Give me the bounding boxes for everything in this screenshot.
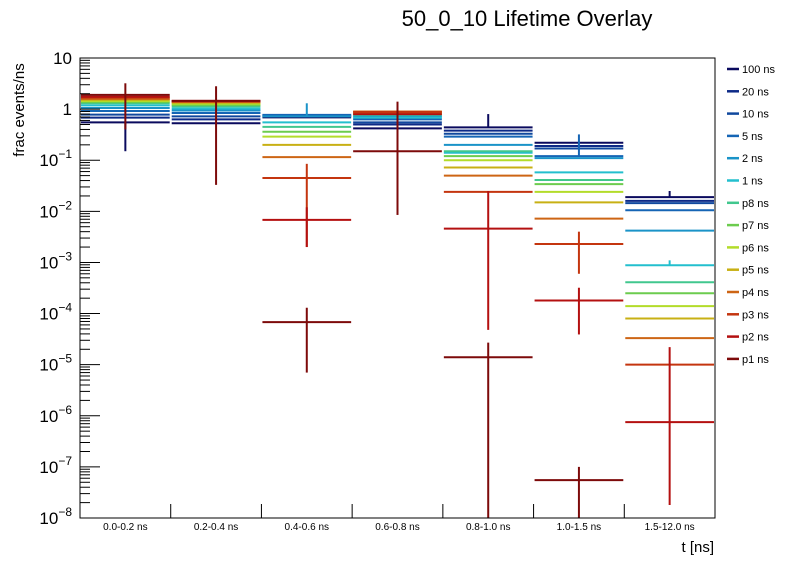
plot-area <box>81 83 714 518</box>
legend-label: p8 ns <box>742 198 769 210</box>
legend-label: p6 ns <box>742 242 769 254</box>
y-tick-label: 10−2 <box>39 198 72 221</box>
legend-label: 5 ns <box>742 131 763 143</box>
y-tick-label: 10−3 <box>39 249 72 272</box>
legend-entry: 5 ns <box>727 131 763 143</box>
x-tick-label: 0.2-0.4 ns <box>194 522 238 533</box>
y-tick-labels: 10 1 10−1 10−2 10−3 10−4 10−5 10−6 10−7 10−8 <box>39 49 72 528</box>
series-p1-ns <box>81 83 624 518</box>
legend-entry: p8 ns <box>727 198 769 210</box>
legend-entry: p5 ns <box>727 265 769 277</box>
legend-label: p2 ns <box>742 332 769 344</box>
legend-entry: 1 ns <box>727 176 763 188</box>
legend-label: 2 ns <box>742 153 763 165</box>
x-tick-label: 0.0-0.2 ns <box>103 522 147 533</box>
legend-entry: p4 ns <box>727 287 769 299</box>
legend-entry: p7 ns <box>727 220 769 232</box>
legend-entry: 20 ns <box>727 86 769 98</box>
legend-label: 10 ns <box>742 109 769 121</box>
axes <box>79 57 716 519</box>
x-axis-label: t [ns] <box>681 539 714 556</box>
y-axis-label: frac events/ns <box>11 63 28 156</box>
legend-label: 1 ns <box>742 176 763 188</box>
legend-entry: 100 ns <box>727 64 776 76</box>
legend-entry: 2 ns <box>727 153 763 165</box>
legend-label: 20 ns <box>742 86 769 98</box>
y-tick-label: 10−5 <box>39 352 72 375</box>
legend: 100 ns 20 ns 10 ns 5 ns 2 ns 1 ns p8 ns p7 ns p6… <box>727 64 776 366</box>
y-tick-label: 10−7 <box>39 454 72 477</box>
legend-label: p7 ns <box>742 220 769 232</box>
legend-entry: 10 ns <box>727 109 769 121</box>
x-tick-label: 0.4-0.6 ns <box>285 522 329 533</box>
legend-entry: p6 ns <box>727 242 769 254</box>
y-tick-label: 10−6 <box>39 403 72 426</box>
y-tick-label: 10−8 <box>39 505 72 528</box>
legend-label: p5 ns <box>742 265 769 277</box>
y-tick-label: 10−1 <box>39 147 72 170</box>
legend-label: p3 ns <box>742 309 769 321</box>
x-tick-label: 1.0-1.5 ns <box>557 522 601 533</box>
y-tick-label: 10 <box>53 49 72 68</box>
plot-frame <box>79 57 716 519</box>
x-tick-label: 0.6-0.8 ns <box>375 522 419 533</box>
legend-label: p4 ns <box>742 287 769 299</box>
legend-label: 100 ns <box>742 64 776 76</box>
x-tick-label: 0.8-1.0 ns <box>466 522 510 533</box>
legend-entry: p3 ns <box>727 309 769 321</box>
y-tick-label: 1 <box>63 100 72 119</box>
x-tick-labels: 0.0-0.2 ns 0.2-0.4 ns 0.4-0.6 ns 0.6-0.8 ns… <box>103 522 695 533</box>
chart-title: 50_0_10 Lifetime Overlay <box>402 6 653 31</box>
legend-label: p1 ns <box>742 354 769 366</box>
x-tick-label: 1.5-12.0 ns <box>645 522 695 533</box>
series-1-ns <box>81 104 714 267</box>
legend-entry: p2 ns <box>727 332 769 344</box>
y-tick-label: 10−4 <box>39 301 72 324</box>
legend-entry: p1 ns <box>727 354 769 366</box>
